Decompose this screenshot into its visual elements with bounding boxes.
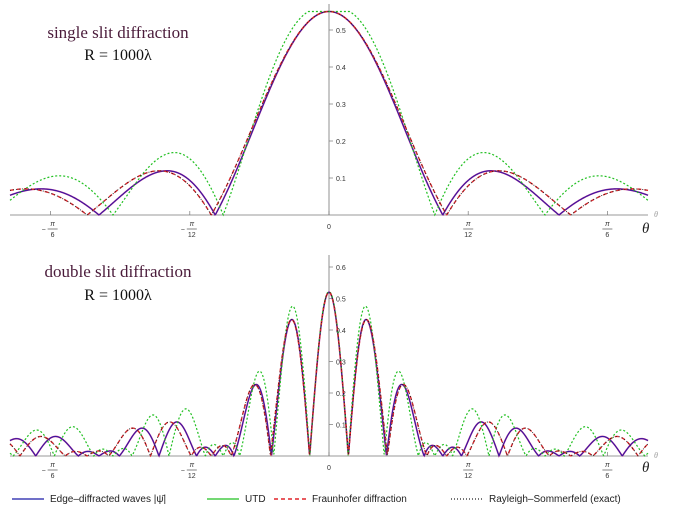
- series-fraunhofer-line: [9, 291, 649, 458]
- x-tick-minus: −: [181, 468, 185, 475]
- x-tick-fraction: π 6−: [42, 221, 58, 239]
- x-tick-denominator: 6: [605, 473, 609, 480]
- y-tick-label: 0.5: [336, 28, 346, 35]
- x-tick-denominator: 6: [51, 232, 55, 239]
- y-tick-label: 0.1: [336, 423, 346, 430]
- x-tick-fraction: π 12: [463, 221, 474, 239]
- series-fraunhofer-line: [9, 10, 649, 216]
- legend: Edge–diffracted waves |ψ̄| UTD Fraunhofer …: [12, 494, 621, 505]
- legend-label: Fraunhofer diffraction: [312, 494, 407, 505]
- x-tick-fraction: π 12−: [181, 462, 197, 480]
- y-tick-label: 0.4: [336, 65, 346, 72]
- x-tick-numerator: π: [466, 221, 471, 228]
- x-tick-fraction: π6: [602, 221, 613, 239]
- x-tick-denominator: 12: [464, 473, 472, 480]
- chart-title: double slit diffraction: [45, 262, 192, 281]
- y-tick-label: 0.4: [336, 328, 346, 335]
- x-axis-label: θ: [642, 460, 650, 476]
- series-utd-line: [9, 10, 649, 217]
- x-tick-denominator: 12: [188, 473, 196, 480]
- x-tick-denominator: 6: [605, 232, 609, 239]
- y-tick-label: 0.5: [336, 297, 346, 304]
- y-tick-label: 0.2: [336, 139, 346, 146]
- chart-subtitle: R = 1000λ: [84, 47, 152, 64]
- x-tick-numerator: π: [189, 221, 194, 228]
- series-utd-line: [9, 291, 649, 458]
- x-tick-numerator: π: [466, 462, 471, 469]
- chart-panel-2: 0.10.20.30.40.50.6π6−π12− 0 π12π6θθdouble …: [9, 255, 658, 480]
- x-tick-denominator: 6: [51, 473, 55, 480]
- legend-label: Edge–diffracted waves |ψ̄|: [50, 494, 166, 505]
- x-tick-minus: −: [42, 468, 46, 475]
- x-tick-fraction: π6: [602, 462, 613, 480]
- x-tick-numerator: π: [50, 221, 55, 228]
- x-axis-label: θ: [642, 221, 650, 237]
- x-axis-label-small: θ: [654, 451, 658, 460]
- chart-subtitle: R = 1000λ: [84, 287, 152, 304]
- x-tick-denominator: 12: [464, 232, 472, 239]
- x-tick-denominator: 12: [188, 232, 196, 239]
- x-tick-numerator: π: [50, 462, 55, 469]
- y-tick-label: 0.2: [336, 391, 346, 398]
- x-tick-minus: −: [42, 227, 46, 234]
- x-tick-minus: −: [181, 227, 185, 234]
- series-rayleigh-line: [9, 291, 649, 457]
- legend-label: UTD: [245, 494, 266, 505]
- x-tick-label: 0: [327, 224, 331, 231]
- x-tick-fraction: π 12−: [181, 221, 197, 239]
- y-tick-label: 0.1: [336, 176, 346, 183]
- chart-title: single slit diffraction: [47, 23, 189, 42]
- x-axis-label-small: θ: [654, 210, 658, 219]
- x-tick-numerator: π: [189, 462, 194, 469]
- legend-label: Rayleigh–Sommerfeld (exact): [489, 494, 621, 505]
- y-tick-label: 0.3: [336, 102, 346, 109]
- x-tick-numerator: π: [605, 221, 610, 228]
- x-tick-numerator: π: [605, 462, 610, 469]
- y-tick-label: 0.6: [336, 265, 346, 272]
- x-tick-fraction: π 6−: [42, 462, 58, 480]
- x-tick-fraction: π 12: [463, 462, 474, 480]
- x-tick-label: 0: [327, 465, 331, 472]
